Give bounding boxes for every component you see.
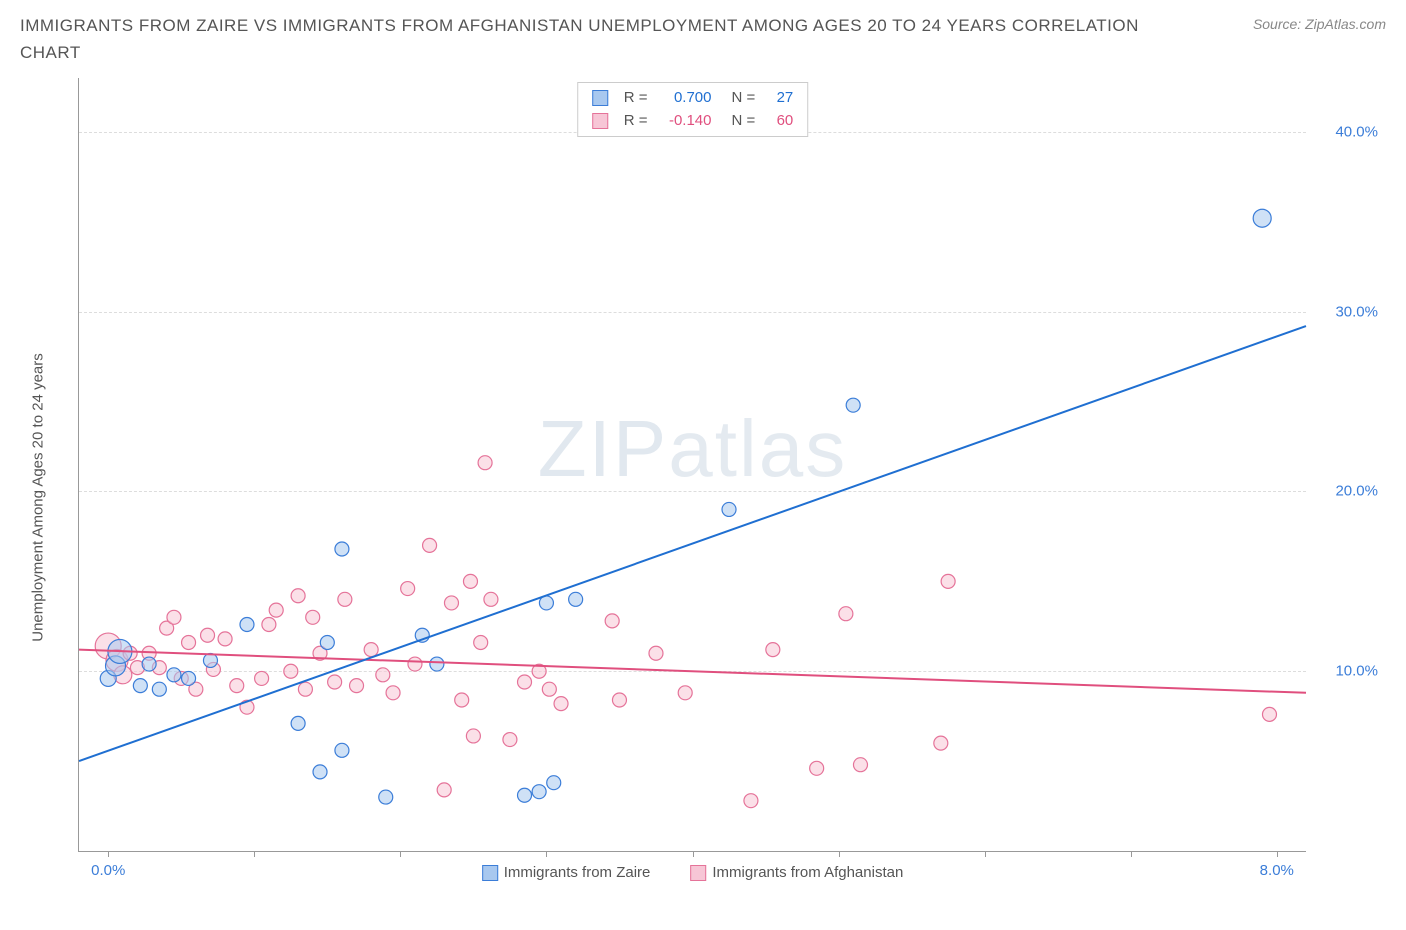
legend-r-value: 0.700 [658, 87, 712, 110]
legend-n-value: 27 [765, 87, 793, 110]
legend-r-label: R = [624, 87, 648, 110]
legend-n-label: N = [732, 87, 756, 110]
y-tick-label: 40.0% [1335, 123, 1378, 140]
legend-n-label: N = [732, 110, 756, 133]
legend-row: R = 0.700 N = 27 [592, 87, 794, 110]
x-tick [254, 851, 255, 857]
y-axis-label: Unemployment Among Ages 20 to 24 years [30, 353, 47, 642]
legend-swatch [592, 113, 608, 129]
x-tick [693, 851, 694, 857]
series-legend-item: Immigrants from Afghanistan [690, 864, 903, 881]
legend-n-value: 60 [765, 110, 793, 133]
plot-area: ZIPatlas R =0.700N =27R =-0.140N =60 Imm… [78, 78, 1306, 852]
series-legend-label: Immigrants from Afghanistan [712, 864, 903, 881]
x-tick-label: 0.0% [91, 862, 125, 879]
legend-r-value: -0.140 [658, 110, 712, 133]
legend-row: R = -0.140 N = 60 [592, 110, 794, 133]
scatter-plot-svg [79, 78, 1306, 851]
chart-container: Unemployment Among Ages 20 to 24 years Z… [30, 78, 1386, 900]
legend-swatch [482, 865, 498, 881]
x-tick [546, 851, 547, 857]
x-tick [108, 851, 109, 857]
legend-swatch [592, 90, 608, 106]
x-tick [839, 851, 840, 857]
legend-swatch [690, 865, 706, 881]
y-tick-label: 30.0% [1335, 303, 1378, 320]
legend-r-label: R = [624, 110, 648, 133]
x-tick [400, 851, 401, 857]
series-legend: Immigrants from Zaire Immigrants from Afg… [482, 864, 904, 881]
y-tick-label: 10.0% [1335, 663, 1378, 680]
series-legend-label: Immigrants from Zaire [504, 864, 651, 881]
y-tick-label: 20.0% [1335, 483, 1378, 500]
x-tick [985, 851, 986, 857]
correlation-legend: R = 0.700 N = 27 R = -0.140 N = 60 [577, 82, 809, 137]
source-attribution: Source: ZipAtlas.com [1253, 16, 1386, 32]
chart-title: IMMIGRANTS FROM ZAIRE VS IMMIGRANTS FROM… [20, 12, 1140, 66]
x-tick-label: 8.0% [1260, 862, 1294, 879]
series-legend-item: Immigrants from Zaire [482, 864, 651, 881]
x-tick [1131, 851, 1132, 857]
x-tick [1277, 851, 1278, 857]
